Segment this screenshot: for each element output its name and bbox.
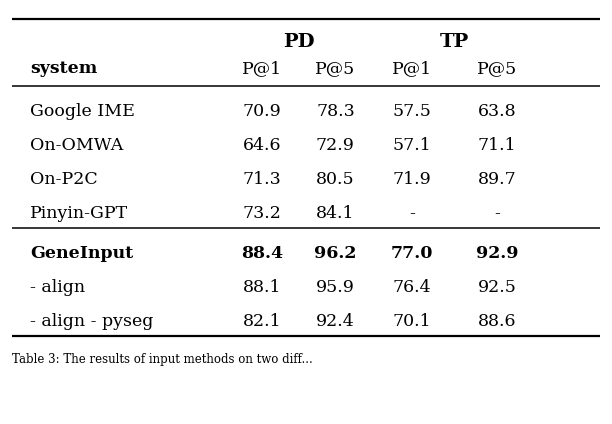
Text: 63.8: 63.8 <box>477 103 517 120</box>
Text: 92.4: 92.4 <box>316 313 355 330</box>
Text: TP: TP <box>440 33 469 50</box>
Text: -: - <box>494 205 500 222</box>
Text: 70.9: 70.9 <box>242 103 282 120</box>
Text: 78.3: 78.3 <box>316 103 355 120</box>
Text: system: system <box>30 60 97 77</box>
Text: 64.6: 64.6 <box>243 137 281 154</box>
Text: 92.9: 92.9 <box>476 245 518 262</box>
Text: P@1: P@1 <box>242 60 282 77</box>
Text: 71.3: 71.3 <box>242 171 282 188</box>
Text: 89.7: 89.7 <box>477 171 517 188</box>
Text: -: - <box>409 205 415 222</box>
Text: P@5: P@5 <box>477 60 517 77</box>
Text: 88.4: 88.4 <box>241 245 283 262</box>
Text: - align: - align <box>30 279 85 296</box>
Text: 88.1: 88.1 <box>243 279 281 296</box>
Text: P@1: P@1 <box>392 60 432 77</box>
Text: 70.1: 70.1 <box>392 313 431 330</box>
Text: 71.1: 71.1 <box>477 137 517 154</box>
Text: PD: PD <box>283 33 315 50</box>
Text: On-P2C: On-P2C <box>30 171 98 188</box>
Text: 57.5: 57.5 <box>392 103 431 120</box>
Text: 82.1: 82.1 <box>242 313 282 330</box>
Text: 95.9: 95.9 <box>316 279 355 296</box>
Text: On-OMWA: On-OMWA <box>30 137 123 154</box>
Text: 76.4: 76.4 <box>392 279 431 296</box>
Text: 77.0: 77.0 <box>390 245 433 262</box>
Text: GeneInput: GeneInput <box>30 245 133 262</box>
Text: 80.5: 80.5 <box>316 171 355 188</box>
Text: P@5: P@5 <box>315 60 356 77</box>
Text: 84.1: 84.1 <box>316 205 354 222</box>
Text: 88.6: 88.6 <box>478 313 516 330</box>
Text: 57.1: 57.1 <box>392 137 431 154</box>
Text: 73.2: 73.2 <box>242 205 282 222</box>
Text: Google IME: Google IME <box>30 103 135 120</box>
Text: 96.2: 96.2 <box>314 245 357 262</box>
Text: 72.9: 72.9 <box>316 137 355 154</box>
Text: Pinyin-GPT: Pinyin-GPT <box>30 205 128 222</box>
Text: - align - pyseg: - align - pyseg <box>30 313 153 330</box>
Text: 92.5: 92.5 <box>477 279 517 296</box>
Text: 71.9: 71.9 <box>392 171 431 188</box>
Text: Table 3: The results of input methods on two diff...: Table 3: The results of input methods on… <box>12 353 313 366</box>
